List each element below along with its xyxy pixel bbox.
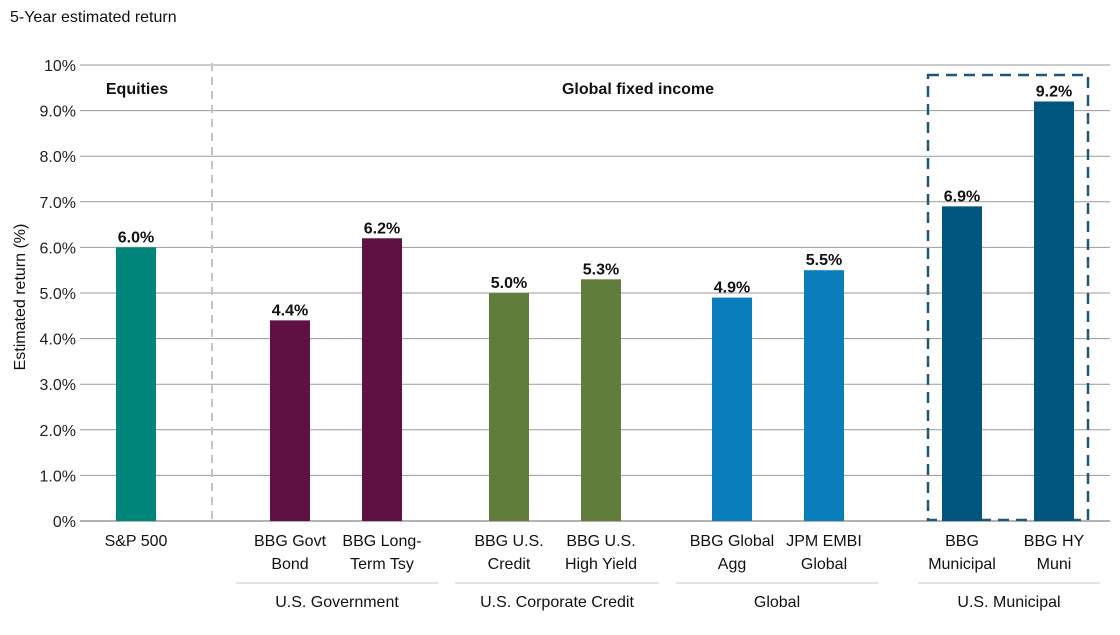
y-axis-ticks: 0% 1.0% 2.0% 3.0% 4.0% 5.0% 6.0% 7.0% 8.0% 9.0% 10… [40,58,76,531]
y-tick-label: 4.0% [40,332,76,349]
category-label: Credit [488,556,531,573]
y-tick-label: 0% [53,514,76,531]
bar [116,247,156,521]
y-tick-label: 10% [44,58,76,75]
bar [362,238,402,521]
bar [942,206,982,522]
section-label: Equities [106,81,168,98]
y-tick-label: 9.0% [40,104,76,121]
bar-value-label: 6.9% [944,188,980,205]
bars: 6.0% 4.4% 6.2% 5.0% 5.3% 4.9% 5.5% 6.9% 9.2% [116,83,1074,522]
group-label: U.S. Municipal [957,594,1060,611]
bar-value-label: 4.9% [714,280,750,297]
category-label: JPM EMBI [786,533,862,550]
bar-value-label: 9.2% [1036,83,1072,100]
group-labels: U.S. Government U.S. Corporate Credit Glob… [236,582,1100,611]
bar [1034,101,1074,521]
section-label: Global fixed income [562,81,714,98]
category-label: BBG U.S. [474,533,543,550]
y-tick-label: 8.0% [40,149,76,166]
category-label: BBG HY [1024,533,1085,550]
category-label: Bond [271,556,308,573]
category-label: Agg [718,556,746,573]
y-tick-label: 2.0% [40,423,76,440]
category-label: BBG U.S. [566,533,635,550]
y-tick-label: 6.0% [40,240,76,257]
category-label: BBG Long- [342,533,421,550]
bar [804,270,844,521]
category-label: BBG Govt [254,533,327,550]
group-label: Global [754,594,800,611]
category-label: S&P 500 [105,533,168,550]
y-tick-label: 5.0% [40,286,76,303]
category-label: BBG [945,533,979,550]
section-annotations: Equities Global fixed income [106,63,1090,522]
category-label: Global [801,556,847,573]
bar [489,293,529,521]
bar-value-label: 5.3% [583,261,619,278]
bar [581,279,621,521]
group-label: U.S. Government [275,594,399,611]
bar [270,320,310,521]
y-tick-label: 1.0% [40,468,76,485]
bar-value-label: 6.0% [118,229,154,246]
highlight-box [926,73,1090,522]
group-label: U.S. Corporate Credit [480,594,634,611]
bar [712,297,752,521]
bar-value-label: 5.5% [806,252,842,269]
category-label: Municipal [928,556,996,573]
category-label: Term Tsy [350,556,414,573]
category-label: High Yield [565,556,637,573]
category-labels: S&P 500 BBG Govt Bond BBG Long- Term Tsy BBG … [105,533,1085,573]
category-label: BBG Global [690,533,774,550]
y-tick-label: 3.0% [40,377,76,394]
bar-value-label: 4.4% [272,302,308,319]
bar-value-label: 5.0% [491,275,527,292]
y-tick-label: 7.0% [40,195,76,212]
category-label: Muni [1037,556,1072,573]
bar-value-label: 6.2% [364,220,400,237]
chart-title: 5-Year estimated return [10,9,177,26]
y-axis-title: Estimated return (%) [12,224,29,371]
